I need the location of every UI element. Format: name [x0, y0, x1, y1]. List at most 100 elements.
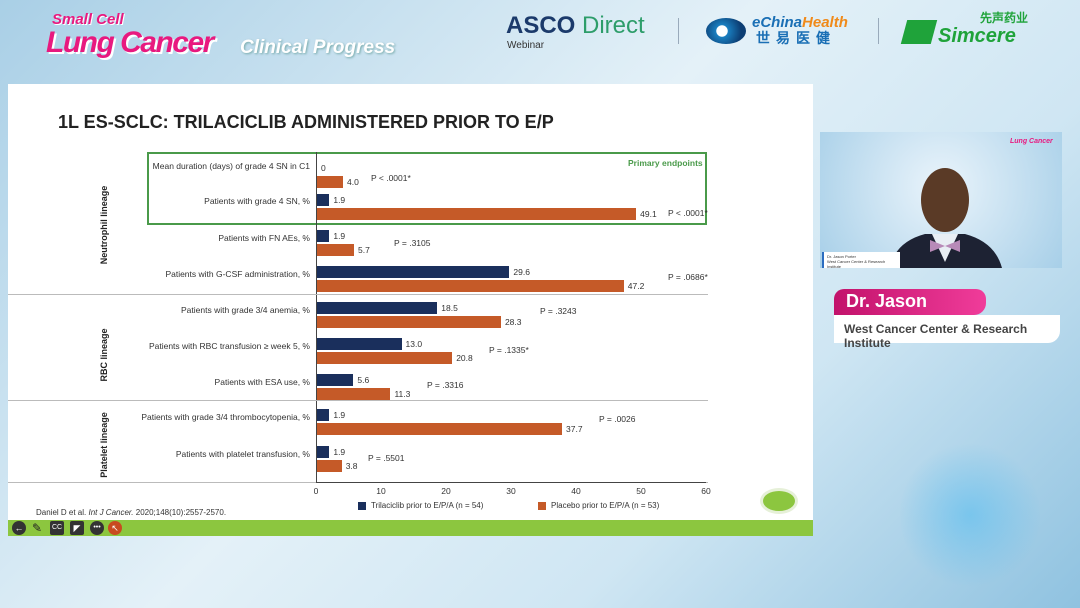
- bar-trilaciclib: [317, 194, 330, 206]
- echinahealth-logo-icon: [706, 18, 746, 44]
- presentation-slide: 1L ES-SCLC: TRILACICLIB ADMINISTERED PRI…: [8, 84, 813, 536]
- bar-placebo: [317, 280, 624, 292]
- video-off-icon[interactable]: ◤: [70, 521, 84, 535]
- category-label: Mean duration (days) of grade 4 SN in C1: [152, 161, 310, 171]
- p-value: P = .0026: [599, 414, 636, 424]
- video-caption-name: Dr. Jason Porter: [827, 254, 856, 259]
- brand-small-cell: Small Cell: [52, 11, 124, 28]
- bar-trilaciclib: [317, 230, 330, 242]
- category-label: Patients with platelet transfusion, %: [175, 449, 310, 459]
- slide-logo-icon: [760, 488, 798, 514]
- data-label: 5.7: [358, 245, 370, 255]
- data-label: 28.3: [504, 317, 522, 327]
- divider: [678, 18, 679, 44]
- data-label: 13.0: [405, 339, 423, 349]
- p-value: P = .1335*: [489, 345, 529, 355]
- bar-placebo: [317, 208, 637, 220]
- citation-authors: Daniel D et al.: [36, 508, 89, 517]
- asco-text: ASCO: [506, 12, 576, 39]
- p-value: P < .0001*: [371, 173, 411, 183]
- data-label: 18.5: [441, 303, 458, 313]
- x-tick-label: 60: [701, 486, 711, 496]
- bar-placebo: [317, 388, 391, 400]
- x-tick-label: 30: [506, 486, 516, 496]
- category-label: Patients with grade 3/4 thrombocytopenia…: [141, 412, 310, 422]
- data-label: 0: [321, 163, 326, 173]
- video-caption: Dr. Jason Porter West Cancer Center & Res…: [822, 252, 900, 269]
- bar-trilaciclib: [317, 266, 510, 278]
- simcere-cn: 先声药业: [980, 11, 1029, 25]
- brand-clinical-progress: Clinical Progress: [240, 37, 396, 58]
- divider: [878, 18, 879, 44]
- x-tick-label: 40: [571, 486, 581, 496]
- x-tick-label: 0: [313, 486, 319, 496]
- legend-swatch: [358, 502, 366, 510]
- data-label: 1.9: [333, 231, 346, 241]
- data-label: 5.6: [357, 375, 370, 385]
- legend-label: Placebo prior to E/P/A (n = 53): [551, 501, 660, 510]
- legend-swatch: [538, 502, 546, 510]
- pointer-icon[interactable]: ↖: [108, 521, 122, 535]
- data-label: 11.3: [394, 389, 411, 399]
- echina-b: Health: [802, 14, 848, 31]
- pen-icon[interactable]: ✎: [31, 521, 43, 535]
- bar-trilaciclib: [317, 338, 402, 350]
- primary-endpoints-box: [147, 152, 707, 225]
- bar-placebo: [317, 460, 342, 472]
- citation-details: 2020;148(10):2557-2570.: [133, 508, 227, 517]
- bar-trilaciclib: [317, 302, 438, 314]
- citation: Daniel D et al. Int J Cancer. 2020;148(1…: [36, 508, 226, 517]
- bar-placebo: [317, 423, 563, 435]
- citation-journal: Int J Cancer.: [88, 508, 134, 517]
- video-mini-brand: Lung Cancer: [1010, 138, 1053, 145]
- group-separator: [8, 400, 708, 401]
- data-label: 1.9: [333, 447, 346, 457]
- more-icon[interactable]: •••: [90, 521, 104, 535]
- bar-trilaciclib: [317, 374, 354, 386]
- asco-logo: ASCO Direct: [506, 14, 645, 38]
- category-label: Patients with ESA use, %: [214, 377, 310, 387]
- speaker-institution: West Cancer Center & Research Institute: [834, 315, 1060, 350]
- p-value: P = .3105: [394, 238, 431, 248]
- x-tick-label: 20: [441, 486, 451, 496]
- speaker-avatar: [890, 168, 1002, 268]
- speaker-name: Dr. Jason Porter: [834, 289, 986, 332]
- x-tick-label: 10: [376, 486, 386, 496]
- presentation-toolbar: ← ✎ CC ◤ ••• ↖: [8, 520, 813, 536]
- p-value: P = .5501: [368, 453, 405, 463]
- back-icon[interactable]: ←: [12, 521, 26, 535]
- primary-endpoints-label: Primary endpoints: [628, 158, 703, 168]
- data-label: 3.8: [345, 461, 358, 471]
- bar-placebo: [317, 352, 453, 364]
- data-label: 37.7: [566, 424, 583, 434]
- category-label: Patients with grade 3/4 anemia, %: [181, 305, 310, 315]
- data-label: 1.9: [333, 195, 346, 205]
- cc-icon[interactable]: CC: [50, 521, 64, 535]
- bar-placebo: [317, 244, 355, 256]
- category-label: Patients with RBC transfusion ≥ week 5, …: [148, 341, 310, 351]
- data-label: 20.8: [456, 353, 473, 363]
- bar-placebo: [317, 316, 501, 328]
- bar-trilaciclib: [317, 409, 330, 421]
- p-value: P = .3316: [427, 380, 464, 390]
- echinahealth-text: eChinaHealth: [752, 15, 848, 30]
- data-label: 4.0: [347, 177, 359, 187]
- category-label: Patients with FN AEs, %: [218, 233, 310, 243]
- group-separator: [8, 294, 708, 295]
- asco-webinar-text: Webinar: [507, 40, 545, 51]
- lungs-decoration: [900, 440, 1040, 590]
- simcere-text: Simcere: [938, 25, 1016, 47]
- category-label: Patients with G-CSF administration, %: [165, 269, 310, 279]
- simcere-logo-icon: [900, 20, 938, 44]
- data-label: 1.9: [333, 410, 346, 420]
- axis-line: [316, 152, 317, 482]
- x-tick-label: 50: [636, 486, 646, 496]
- brand-lung-cancer: Lung Cancer: [46, 26, 214, 59]
- echinahealth-cn: 世易医健: [756, 30, 836, 46]
- bar-placebo: [317, 176, 343, 188]
- echina-a: eChina: [752, 14, 803, 31]
- category-label: Patients with grade 4 SN, %: [204, 196, 310, 206]
- slide-title: 1L ES-SCLC: TRILACICLIB ADMINISTERED PRI…: [58, 112, 554, 132]
- data-label: 47.2: [627, 281, 645, 291]
- data-label: 29.6: [513, 267, 530, 277]
